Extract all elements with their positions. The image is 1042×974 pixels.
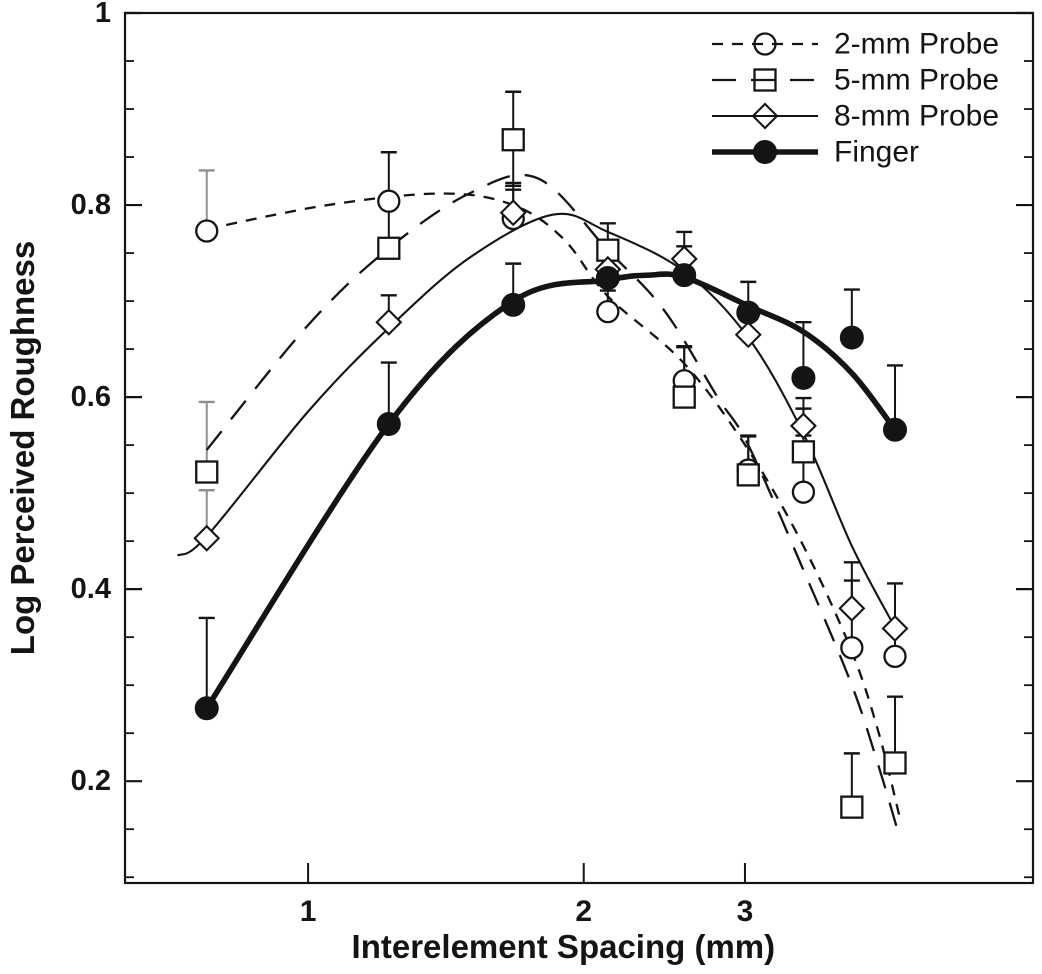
legend-marker-2-mm-probe (753, 32, 777, 56)
data-point-finger (595, 266, 620, 291)
data-point-5-mm-probe (883, 751, 907, 775)
y-tick-label: 0.8 (71, 189, 111, 221)
data-point-5-mm-probe (377, 236, 401, 260)
legend-label-8-mm-probe: 8-mm Probe (834, 100, 999, 133)
legend-marker-finger (753, 140, 777, 164)
data-point-finger (194, 696, 219, 721)
data-point-2-mm-probe (195, 219, 219, 243)
data-point-2-mm-probe (377, 189, 401, 213)
y-tick-label: 0.4 (71, 573, 111, 605)
legend-label-5-mm-probe: 5-mm Probe (834, 64, 999, 97)
data-point-5-mm-probe (672, 385, 696, 409)
y-tick-label: 1 (95, 0, 111, 29)
data-point-5-mm-probe (791, 440, 816, 464)
data-point-5-mm-probe (840, 795, 864, 819)
data-point-8-mm-probe (789, 412, 817, 440)
y-tick-label: 0.6 (71, 381, 111, 413)
data-point-8-mm-probe (499, 199, 527, 227)
data-point-finger (501, 292, 526, 317)
data-point-8-mm-probe (881, 615, 909, 643)
fit-curve-8-mm-probe (176, 212, 896, 629)
fit-curve-5-mm-probe (205, 173, 899, 830)
data-point-2-mm-probe (596, 299, 620, 324)
y-tick-label: 0.2 (71, 765, 111, 797)
x-tick-label: 3 (737, 895, 754, 928)
data-point-2-mm-probe (883, 644, 907, 669)
legend-label-finger: Finger (834, 136, 919, 169)
legend-marker-5-mm-probe (753, 68, 777, 92)
data-point-finger (672, 263, 697, 288)
data-point-8-mm-probe (734, 321, 762, 349)
plot-frame (123, 11, 1035, 885)
data-point-5-mm-probe (195, 460, 219, 484)
data-point-finger (883, 417, 908, 442)
data-point-5-mm-probe (501, 128, 525, 152)
data-point-finger (736, 300, 761, 325)
legend-label-2-mm-probe: 2-mm Probe (834, 28, 999, 61)
data-point-8-mm-probe (838, 594, 866, 622)
data-point-8-mm-probe (193, 524, 221, 552)
x-tick-label: 2 (575, 895, 592, 928)
data-point-finger (376, 411, 401, 436)
data-point-5-mm-probe (736, 463, 760, 487)
fit-curve-finger (204, 271, 898, 710)
x-axis-title: Interelement Spacing (mm) (352, 928, 776, 965)
x-tick-label: 1 (300, 895, 317, 928)
data-point-8-mm-probe (375, 308, 403, 336)
data-point-finger (791, 365, 816, 390)
legend-marker-8-mm-probe (751, 102, 779, 130)
data-point-2-mm-probe (840, 636, 864, 660)
data-point-finger (839, 325, 864, 350)
y-axis-title: Log Perceived Roughness (4, 241, 41, 655)
data-point-2-mm-probe (791, 480, 816, 504)
